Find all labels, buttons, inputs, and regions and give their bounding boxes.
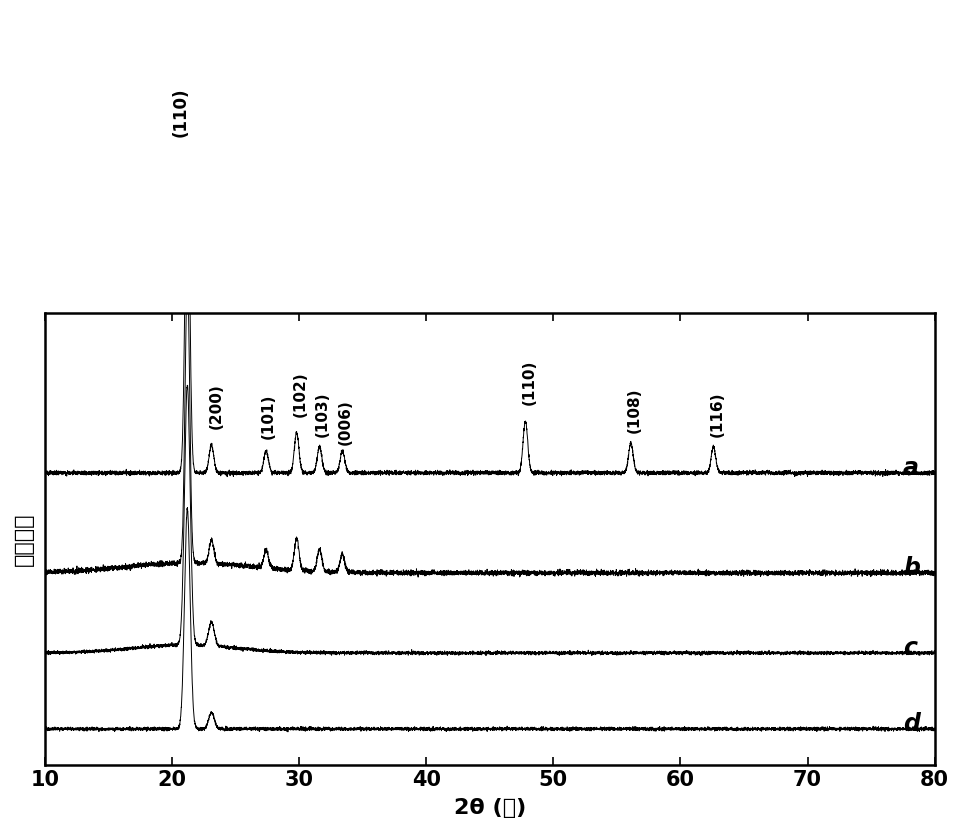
Text: a: a xyxy=(903,456,919,480)
Text: (116): (116) xyxy=(710,391,725,437)
Text: (102): (102) xyxy=(293,371,308,417)
Text: d: d xyxy=(903,712,920,736)
Text: (200): (200) xyxy=(208,383,223,428)
Text: (103): (103) xyxy=(315,391,330,437)
Text: (108): (108) xyxy=(627,388,642,433)
Text: (110): (110) xyxy=(172,87,190,136)
Text: (006): (006) xyxy=(338,399,353,445)
Y-axis label: 相对强度: 相对强度 xyxy=(13,513,34,566)
Text: (101): (101) xyxy=(261,394,275,438)
Text: (110): (110) xyxy=(522,359,536,405)
Text: c: c xyxy=(903,636,917,660)
Text: b: b xyxy=(903,556,920,580)
X-axis label: 2θ (度): 2θ (度) xyxy=(454,798,526,818)
